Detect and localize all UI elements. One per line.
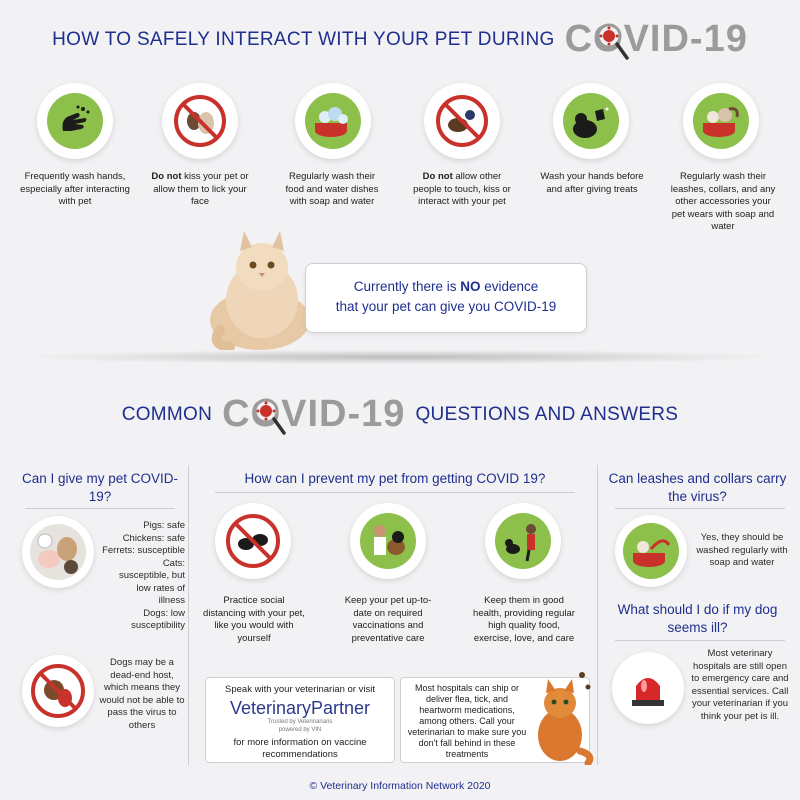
section-divider: [40, 350, 760, 364]
exercise-icon: [505, 524, 536, 562]
prevent-caption: Keep them in good health, providing regu…: [473, 595, 575, 644]
vp-logo-main: Veterinary: [229, 698, 311, 718]
no-evidence-callout: Currently there is NO evidence that your…: [305, 263, 587, 333]
vp-logo-sub1: Trusted by Veterinarians: [267, 719, 333, 725]
answer-leashes: Yes, they should be washed regularly wit…: [696, 532, 788, 568]
animal-line: Cats: susceptible, but low rates of illn…: [118, 557, 185, 607]
copyright-footer: © Veterinary Information Network 2020: [309, 780, 491, 792]
column-divider: [188, 465, 189, 765]
veterinary-partner-box: Speak with your veterinarian or visit Ve…: [205, 677, 395, 763]
qa-header-right: QUESTIONS AND ANSWERS: [415, 403, 679, 425]
leash-collar-wash-icon: [633, 539, 671, 567]
magnifier-virus-icon: [253, 398, 286, 435]
answer-dog-ill: Most veterinary hospitals are still open…: [691, 648, 789, 722]
washing-accessories-icon: [703, 107, 739, 137]
tip-icon-circle: [553, 83, 629, 159]
covid-word: COVID-19: [222, 393, 406, 435]
fluffy-cat-image: [210, 231, 310, 350]
tip-icon-circle: [424, 83, 500, 159]
covid-logo: COVID-19: [565, 18, 748, 61]
vp-box-bottom-text: for more information on vaccine recommen…: [233, 737, 367, 760]
orange-cat-image: [538, 672, 594, 765]
column-divider: [597, 465, 598, 765]
qa-header-left: COMMON: [121, 403, 213, 425]
dog-virus-prohibited-icon: [31, 664, 85, 718]
no-kissing-pet-icon: [174, 95, 226, 147]
tip-caption-1: Frequently wash hands, especially after …: [20, 171, 130, 207]
hand-washing-icon: [62, 105, 90, 131]
tip-caption-4: Do not allow other people to touch, kiss…: [413, 171, 511, 207]
veterinary-partner-logo[interactable]: VeterinaryPartner Trusted by Veterinaria…: [206, 699, 394, 734]
question-prevent: How can I prevent my pet from getting CO…: [244, 471, 546, 486]
question-leashes: Can leashes and collars carry the virus?: [608, 471, 787, 504]
callout-line-2: that your pet can give you COVID-19: [335, 299, 557, 314]
animal-susceptibility-list: Pigs: safe Chickens: safe Ferrets: susce…: [85, 520, 185, 633]
dead-end-host-text: Dogs may be a dead-end host, which means…: [99, 657, 185, 731]
social-distancing-icon: [226, 514, 280, 568]
dead-end-host-icon-circle: [22, 655, 94, 727]
tip-caption-5: Wash your hands before and after giving …: [540, 171, 644, 195]
tip-icon-circle: [37, 83, 113, 159]
farm-animals-icon: [30, 524, 86, 580]
vp-box-top-text: Speak with your veterinarian or visit: [225, 684, 375, 695]
wash-after-treats-icon: [573, 107, 609, 138]
tip-icon-circle: [162, 83, 238, 159]
qa-header: COMMON COVID-19 QUESTIONS AND ANSWERS: [0, 393, 800, 436]
animal-line: Dogs: low susceptibility: [131, 607, 185, 632]
prevent-caption: Keep your pet up-to-date on required vac…: [344, 595, 432, 644]
covid-logo: COVID-19: [222, 393, 405, 436]
row-divider: [25, 508, 175, 509]
siren-icon-circle: [612, 652, 684, 724]
covid-word: COVID-19: [564, 18, 748, 60]
question-dog-ill: What should I do if my dog seems ill?: [617, 602, 778, 635]
vp-logo-sub2: powered by VIN: [278, 727, 322, 733]
animal-line: Pigs: safe: [143, 520, 185, 531]
prevent-caption: Practice social distancing with your pet…: [203, 595, 305, 644]
washing-dishes-icon: [315, 107, 348, 137]
row-divider: [615, 508, 785, 509]
magnifier-virus-icon: [596, 23, 629, 60]
prevent-icon-circle: [485, 503, 561, 579]
header-title: HOW TO SAFELY INTERACT WITH YOUR PET DUR…: [52, 28, 555, 50]
tip-caption-3: Regularly wash their food and water dish…: [285, 171, 379, 207]
tip-caption-6: Regularly wash their leashes, collars, a…: [670, 171, 776, 232]
tip-icon-circle: [295, 83, 371, 159]
animal-line: Chickens: safe: [122, 532, 185, 544]
leash-icon-circle: [615, 515, 687, 587]
vet-visit-icon: [374, 525, 405, 555]
tip-icon-circle: [683, 83, 759, 159]
row-divider: [215, 492, 575, 493]
prevent-icon-circle: [350, 503, 426, 579]
row-divider: [615, 640, 785, 641]
animal-line: Ferrets: susceptible: [102, 545, 185, 556]
no-touching-pet-icon: [436, 95, 488, 147]
tip-caption-2: Do not kiss your pet or allow them to li…: [151, 171, 249, 207]
medication-text: Most hospitals can ship or deliver flea,…: [407, 683, 527, 759]
prevent-icon-circle: [215, 503, 291, 579]
header: HOW TO SAFELY INTERACT WITH YOUR PET DUR…: [0, 18, 800, 61]
callout-line-1: Currently there is NO evidence: [353, 279, 539, 294]
animals-icon-circle: [22, 516, 94, 588]
question-give-covid: Can I give my pet COVID-19?: [21, 471, 179, 504]
emergency-siren-icon: [632, 678, 664, 706]
vp-logo-partner: Partner: [311, 698, 371, 718]
